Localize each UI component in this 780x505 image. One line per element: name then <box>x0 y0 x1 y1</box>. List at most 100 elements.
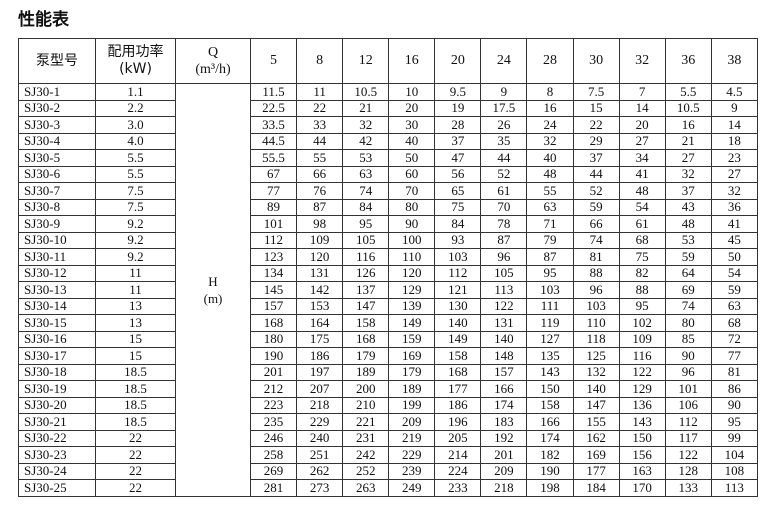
data-row: SJ30-25 22 281 273 263 249 233 218 198 184 170 133 1… <box>18 479 759 497</box>
head-value: 84 <box>342 198 390 216</box>
data-row: SJ30-20 18.5 223 218 210 199 186 174 158 147 136 10… <box>18 396 759 414</box>
header-model: 泵型号 <box>18 38 96 84</box>
title: 性能表 <box>18 10 69 30</box>
head-value: 81 <box>572 248 620 266</box>
head-value: 40 <box>388 132 436 150</box>
data-row: SJ30-7 7.5 77 76 74 70 65 61 55 52 48 37 32 <box>18 182 759 200</box>
head-value: 68 <box>710 314 759 332</box>
head-value: 207 <box>296 380 344 398</box>
head-value: 105 <box>342 231 390 249</box>
head-value: 47 <box>434 149 482 167</box>
head-value: 143 <box>526 363 574 381</box>
head-value: 75 <box>618 248 666 266</box>
head-value: 139 <box>388 297 436 315</box>
head-value: 157 <box>249 297 298 315</box>
head-value: 30 <box>388 116 436 134</box>
header-flow: 8 <box>296 38 344 84</box>
header-flow: 36 <box>664 38 712 84</box>
head-value: 239 <box>388 462 436 480</box>
head-value: 84 <box>434 215 482 233</box>
head-value: 60 <box>388 165 436 183</box>
head-value: 183 <box>480 413 528 431</box>
data-row: SJ30-24 22 269 262 252 239 224 209 190 177 163 128 1… <box>18 462 759 480</box>
data-row: SJ30-22 22 246 240 231 219 205 192 174 162 150 117 9… <box>18 429 759 447</box>
head-value: 5.5 <box>664 83 712 101</box>
head-value: 134 <box>249 264 298 282</box>
head-value: 82 <box>618 264 666 282</box>
head-value: 18 <box>710 132 759 150</box>
head-value: 192 <box>480 429 528 447</box>
header-flow: 30 <box>572 38 620 84</box>
model: SJ30-19 <box>18 380 96 398</box>
head-value: 136 <box>618 396 666 414</box>
head-value: 36 <box>710 198 759 216</box>
head-value: 169 <box>388 347 436 365</box>
head-value: 149 <box>434 330 482 348</box>
head-value: 145 <box>249 281 298 299</box>
head-value: 55.5 <box>249 149 298 167</box>
head-value: 69 <box>664 281 712 299</box>
head-value: 10.5 <box>664 99 712 117</box>
head-value: 61 <box>480 182 528 200</box>
head-value: 126 <box>342 264 390 282</box>
head-value: 111 <box>526 297 574 315</box>
model: SJ30-14 <box>18 297 96 315</box>
head-value: 252 <box>342 462 390 480</box>
head-value: 186 <box>296 347 344 365</box>
head-value: 190 <box>249 347 298 365</box>
head-value: 15 <box>572 99 620 117</box>
head-value: 100 <box>388 231 436 249</box>
power: 9.2 <box>95 215 176 233</box>
head-value: 43 <box>664 198 712 216</box>
head-value: 199 <box>388 396 436 414</box>
head-value: 27 <box>618 132 666 150</box>
data-row: SJ30-18 18.5 201 197 189 179 168 157 143 132 122 96… <box>18 363 759 381</box>
head-value: 52 <box>572 182 620 200</box>
data-row: SJ30-23 22 258 251 242 229 214 201 182 169 156 122 1… <box>18 446 759 464</box>
head-value: 143 <box>618 413 666 431</box>
model: SJ30-8 <box>18 198 96 216</box>
header-flow: 32 <box>618 38 666 84</box>
head-value: 65 <box>434 182 482 200</box>
data-row: SJ30-10 9.2 112 109 105 100 93 87 79 74 68 53 45 <box>18 231 759 249</box>
head-value: 34 <box>618 149 666 167</box>
head-value: 90 <box>664 347 712 365</box>
head-value: 88 <box>618 281 666 299</box>
head-value: 55 <box>296 149 344 167</box>
head-value: 196 <box>434 413 482 431</box>
head-value: 140 <box>434 314 482 332</box>
head-value: 95 <box>342 215 390 233</box>
head-value: 142 <box>296 281 344 299</box>
head-value: 168 <box>434 363 482 381</box>
data-row: SJ30-17 15 190 186 179 169 158 148 135 125 116 90 77 <box>18 347 759 365</box>
head-value: 224 <box>434 462 482 480</box>
power: 11 <box>95 264 176 282</box>
head-value: 37 <box>572 149 620 167</box>
power: 18.5 <box>95 363 176 381</box>
header-flow: 5 <box>249 38 298 84</box>
power: 15 <box>95 330 176 348</box>
head-value: 251 <box>296 446 344 464</box>
head-value: 9 <box>710 99 759 117</box>
head-value: 235 <box>249 413 298 431</box>
head-value: 74 <box>342 182 390 200</box>
head-value: 42 <box>342 132 390 150</box>
power: 2.2 <box>95 99 176 117</box>
model: SJ30-18 <box>18 363 96 381</box>
head-value: 118 <box>572 330 620 348</box>
head-value: 112 <box>664 413 712 431</box>
head-value: 116 <box>342 248 390 266</box>
head-value: 210 <box>342 396 390 414</box>
head-value: 35 <box>480 132 528 150</box>
head-value: 29 <box>572 132 620 150</box>
head-value: 157 <box>480 363 528 381</box>
head-value: 158 <box>526 396 574 414</box>
head-value: 147 <box>342 297 390 315</box>
head-value: 158 <box>342 314 390 332</box>
head-value: 164 <box>296 314 344 332</box>
data-row: SJ30-6 5.5 67 66 63 60 56 52 48 44 41 32 27 <box>18 165 759 183</box>
head-label-line: (m) <box>203 290 223 306</box>
model: SJ30-22 <box>18 429 96 447</box>
head-value: 95 <box>618 297 666 315</box>
model: SJ30-16 <box>18 330 96 348</box>
